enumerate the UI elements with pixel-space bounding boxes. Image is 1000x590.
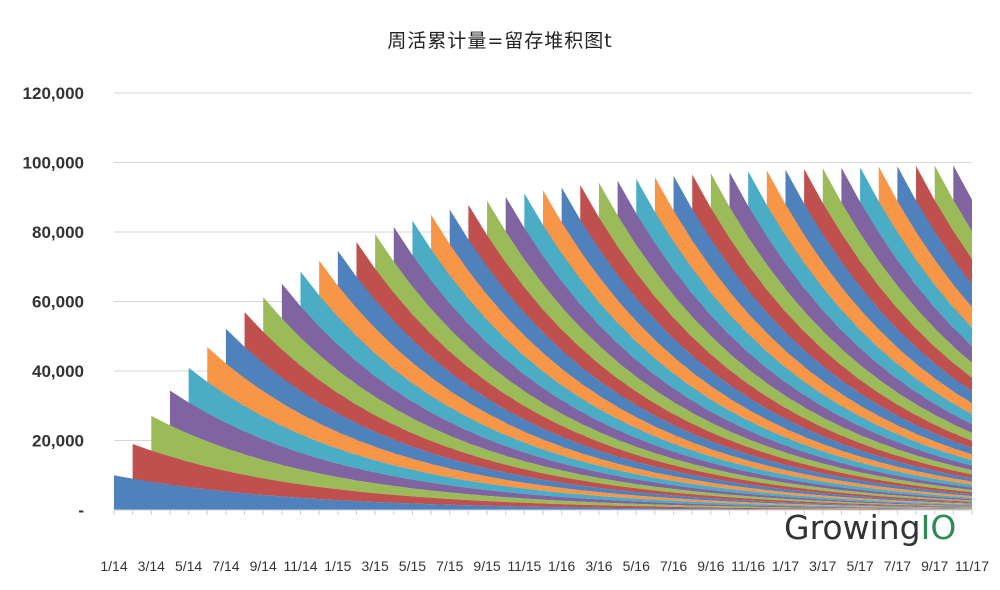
x-tick-label: 11/17	[955, 558, 989, 574]
y-tick-label: 40,000	[32, 362, 84, 381]
cohort-band	[431, 214, 973, 510]
x-tick-label: 7/15	[436, 558, 463, 574]
cohort-band	[785, 169, 972, 511]
y-tick-label: 100,000	[23, 154, 84, 173]
cohort-band	[729, 172, 972, 510]
x-tick-label: 5/15	[399, 558, 426, 574]
x-tick-label: 9/16	[697, 558, 724, 574]
x-tick-label: 1/15	[324, 558, 351, 574]
cohort-band	[878, 166, 972, 510]
x-tick-label: 7/14	[212, 558, 239, 574]
cohort-band	[412, 220, 972, 510]
cohort-band	[393, 226, 972, 510]
x-tick-label: 5/17	[846, 558, 873, 574]
cohort-band	[841, 167, 972, 510]
retention-bands	[114, 165, 973, 511]
chart-title: 周活累计量=留存堆积图t	[387, 30, 613, 52]
x-tick-label: 3/17	[809, 558, 836, 574]
x-tick-label: 9/14	[250, 558, 277, 574]
x-tick-label: 3/14	[138, 558, 165, 574]
y-tick-label: 120,000	[23, 84, 84, 103]
x-tick-label: 9/15	[473, 558, 500, 574]
x-tick-label: 1/17	[772, 558, 799, 574]
y-tick-labels: - 20,000 40,000 60,000 80,000 100,000 120,000	[23, 84, 84, 520]
cohort-band	[822, 168, 972, 510]
x-tick-label: 11/15	[507, 558, 541, 574]
x-tick-labels: 1/14 3/14 5/14 7/14 9/14 11/14 1/15 3/15 5/15 7/1…	[100, 558, 989, 574]
x-tick-label: 7/16	[660, 558, 687, 574]
x-tick-label: 11/14	[284, 558, 318, 574]
x-tick-label: 5/14	[175, 558, 202, 574]
y-tick-label: -	[78, 501, 84, 520]
y-tick-label: 60,000	[32, 293, 84, 312]
x-tick-label: 7/17	[884, 558, 911, 574]
x-axis	[113, 509, 973, 515]
x-tick-label: 3/16	[585, 558, 612, 574]
y-tick-label: 80,000	[32, 223, 84, 242]
cohort-band	[132, 443, 972, 510]
cohort-band	[449, 209, 972, 510]
cohort-band	[524, 193, 972, 511]
y-tick-label: 20,000	[32, 432, 84, 451]
cohort-band	[169, 390, 972, 510]
logo-text-accent: IO	[920, 508, 957, 547]
cohort-band	[375, 234, 972, 511]
cohort-band	[114, 475, 972, 510]
x-tick-label: 1/16	[548, 558, 575, 574]
x-tick-label: 3/15	[362, 558, 389, 574]
growingio-logo: GrowingIO	[784, 508, 956, 547]
cohort-band	[748, 171, 972, 510]
cohort-band	[897, 166, 972, 511]
logo-text-main: Growing	[784, 508, 921, 547]
cohort-band	[151, 415, 973, 510]
cohort-band	[654, 177, 972, 511]
x-tick-label: 5/16	[623, 558, 650, 574]
cohort-band	[804, 168, 972, 510]
cohort-band	[860, 167, 972, 510]
x-tick-label: 1/14	[100, 558, 127, 574]
x-tick-label: 9/17	[921, 558, 948, 574]
x-tick-label: 11/16	[731, 558, 765, 574]
